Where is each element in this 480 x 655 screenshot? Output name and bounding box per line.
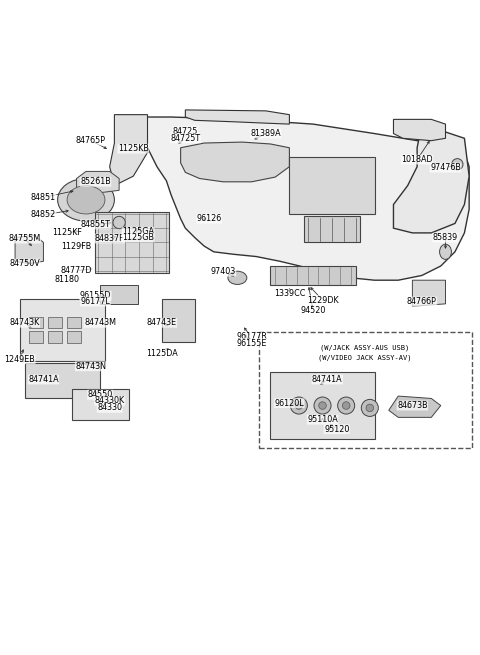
- Ellipse shape: [67, 185, 105, 214]
- Text: 84743E: 84743E: [146, 318, 177, 328]
- Text: 84741A: 84741A: [312, 375, 343, 384]
- Bar: [20, 299, 105, 361]
- Text: 84330: 84330: [97, 403, 122, 413]
- Text: 84741A: 84741A: [28, 375, 59, 384]
- Text: 84725: 84725: [173, 126, 198, 136]
- Bar: [271, 266, 356, 285]
- Ellipse shape: [440, 244, 451, 259]
- Circle shape: [337, 397, 355, 414]
- Text: 97476B: 97476B: [430, 163, 461, 172]
- Text: 95110A: 95110A: [307, 415, 338, 424]
- Text: 96126: 96126: [196, 214, 222, 223]
- PathPatch shape: [143, 117, 469, 280]
- Bar: [96, 212, 169, 273]
- Text: 1129FB: 1129FB: [61, 242, 92, 251]
- Text: 1018AD: 1018AD: [401, 155, 433, 164]
- Text: 84550: 84550: [87, 390, 113, 399]
- Circle shape: [319, 402, 326, 409]
- Bar: [271, 373, 374, 439]
- PathPatch shape: [180, 142, 289, 182]
- Text: (W/JACK ASSY-AUS USB): (W/JACK ASSY-AUS USB): [321, 344, 410, 350]
- Polygon shape: [15, 235, 44, 264]
- Text: 84750V: 84750V: [9, 259, 40, 268]
- Text: 84743K: 84743K: [10, 318, 40, 328]
- Text: 84725T: 84725T: [170, 134, 201, 143]
- Text: 1125KF: 1125KF: [52, 229, 82, 237]
- Text: 85261B: 85261B: [80, 178, 111, 186]
- Polygon shape: [389, 396, 441, 417]
- Ellipse shape: [58, 179, 114, 221]
- Text: 84855T: 84855T: [81, 220, 110, 229]
- Circle shape: [314, 397, 331, 414]
- Bar: [29, 331, 44, 343]
- Polygon shape: [394, 124, 469, 233]
- Text: 96177L: 96177L: [81, 297, 110, 306]
- Text: (W/VIDEO JACK ASSY-AV): (W/VIDEO JACK ASSY-AV): [318, 355, 412, 362]
- Text: 96155E: 96155E: [236, 339, 267, 348]
- Circle shape: [295, 402, 303, 409]
- Bar: [24, 363, 100, 398]
- Circle shape: [290, 397, 307, 414]
- Text: 1125KB: 1125KB: [118, 144, 149, 153]
- Text: 84851: 84851: [31, 193, 56, 202]
- Text: 84837F: 84837F: [95, 234, 124, 243]
- Text: 96177R: 96177R: [236, 333, 267, 341]
- Circle shape: [113, 216, 125, 229]
- Text: 85839: 85839: [433, 233, 458, 242]
- Circle shape: [361, 400, 378, 417]
- Text: 1229DK: 1229DK: [307, 295, 338, 305]
- Text: 84777D: 84777D: [61, 266, 92, 275]
- Circle shape: [366, 404, 373, 412]
- Bar: [162, 299, 195, 342]
- Ellipse shape: [228, 271, 247, 284]
- Text: 81180: 81180: [55, 274, 80, 284]
- Text: 81389A: 81389A: [251, 129, 281, 138]
- Text: 96155D: 96155D: [80, 291, 111, 300]
- Bar: [67, 331, 81, 343]
- Bar: [100, 285, 138, 304]
- Polygon shape: [76, 172, 119, 193]
- Text: 1125GA: 1125GA: [122, 227, 154, 236]
- Bar: [48, 317, 62, 328]
- Text: 95120: 95120: [324, 424, 349, 434]
- Bar: [303, 216, 360, 242]
- Polygon shape: [412, 280, 445, 307]
- Text: 96120L: 96120L: [275, 399, 304, 407]
- Text: 1339CC: 1339CC: [274, 289, 305, 298]
- Text: 1125DA: 1125DA: [146, 349, 178, 358]
- Text: 84743M: 84743M: [84, 318, 116, 328]
- Text: 84755M: 84755M: [8, 234, 41, 243]
- Text: 94520: 94520: [300, 307, 326, 316]
- Text: 97403: 97403: [211, 267, 236, 276]
- Circle shape: [452, 159, 463, 170]
- Circle shape: [342, 402, 350, 409]
- Bar: [29, 317, 44, 328]
- Polygon shape: [394, 119, 445, 141]
- Text: 84673B: 84673B: [397, 401, 428, 410]
- Bar: [48, 331, 62, 343]
- Polygon shape: [185, 110, 289, 124]
- Polygon shape: [109, 115, 147, 185]
- Text: 1125GB: 1125GB: [122, 233, 154, 242]
- Text: 84765P: 84765P: [76, 136, 106, 145]
- Text: 84766P: 84766P: [407, 297, 437, 306]
- Text: 84852: 84852: [31, 210, 56, 219]
- Bar: [72, 389, 129, 420]
- Bar: [67, 317, 81, 328]
- Text: 84330K: 84330K: [95, 396, 125, 405]
- Text: 1249EB: 1249EB: [4, 355, 35, 364]
- Bar: [259, 332, 471, 448]
- Text: 84743N: 84743N: [75, 362, 106, 371]
- Bar: [289, 157, 374, 214]
